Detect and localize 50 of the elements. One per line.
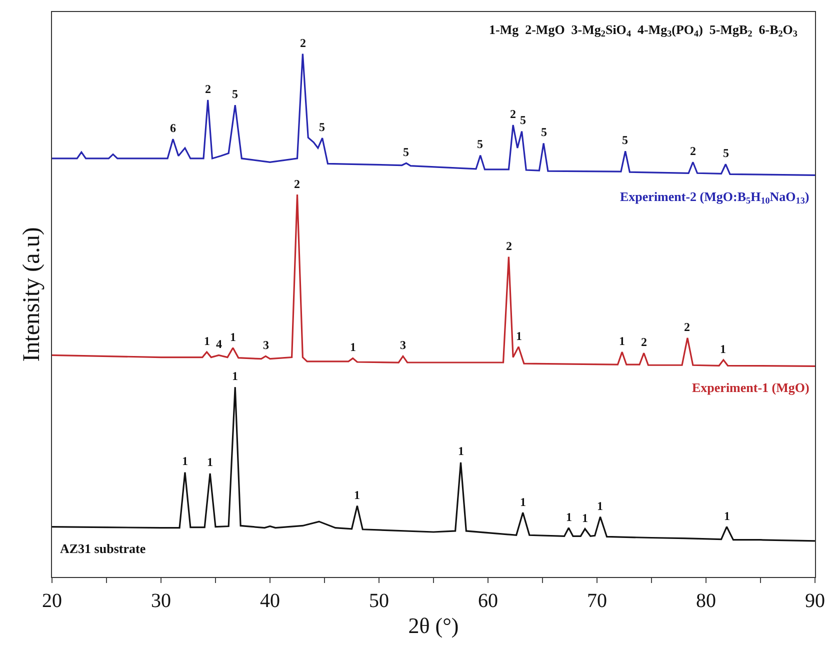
annotation: 5 bbox=[403, 145, 409, 159]
annotation: 5 bbox=[622, 133, 628, 147]
annotation: 2 bbox=[690, 144, 696, 158]
y-axis-title: Intensity (a.u) bbox=[19, 227, 46, 362]
annotation: 5 bbox=[232, 87, 238, 101]
annotation: 5 bbox=[723, 146, 729, 160]
annotation: 2 bbox=[300, 36, 306, 50]
series-label: Experiment-1 (MgO) bbox=[692, 380, 810, 395]
annotation: 4 bbox=[216, 337, 222, 351]
x-tick-label: 20 bbox=[42, 590, 62, 612]
annotation: 1 bbox=[207, 455, 213, 469]
x-tick-label: 70 bbox=[587, 590, 607, 612]
text: 1-Mg 2-MgO 3-Mg$_{2}$SiO$_{4}$ 4-Mg$_{3}$(PO$_{4}$) 5-MgB$_{2}$ 6-B$_{2}$O$_{3}$ bbox=[489, 22, 798, 39]
annotation: 1 bbox=[582, 511, 588, 525]
annotation: 1 bbox=[232, 369, 238, 383]
x-axis-title: 2θ (°) bbox=[408, 612, 459, 638]
annotation: 2 bbox=[506, 239, 512, 253]
annotation: 5 bbox=[319, 120, 325, 134]
series-label: AZ31 substrate bbox=[60, 541, 146, 556]
x-tick-label: 30 bbox=[151, 590, 171, 612]
annotation: 2 bbox=[205, 82, 211, 96]
annotation: 2 bbox=[641, 335, 647, 349]
annotation: 1 bbox=[566, 510, 572, 524]
annotation: 1 bbox=[182, 454, 188, 468]
x-tick-label: 90 bbox=[805, 590, 825, 612]
x-tick-label: 50 bbox=[369, 590, 389, 612]
annotation: 1 bbox=[724, 509, 730, 523]
annotation: 1 bbox=[204, 334, 210, 348]
x-tick-label: 80 bbox=[696, 590, 716, 612]
annotation: 5 bbox=[477, 137, 483, 151]
annotation: 1 bbox=[230, 330, 236, 344]
annotation: 2 bbox=[684, 320, 690, 334]
annotation: 1 bbox=[350, 340, 356, 354]
annotation: 1 bbox=[720, 342, 726, 356]
annotation: 1 bbox=[354, 488, 360, 502]
annotation: 2 bbox=[294, 177, 300, 191]
annotation: 3 bbox=[400, 338, 406, 352]
annotation: 5 bbox=[541, 125, 547, 139]
annotation: 6 bbox=[170, 121, 176, 135]
annotation: 5 bbox=[520, 113, 526, 127]
annotation: 1 bbox=[458, 444, 464, 458]
annotation: 1 bbox=[597, 499, 603, 513]
annotation: 1 bbox=[619, 334, 625, 348]
annotation: 1 bbox=[520, 495, 526, 509]
series-label: Experiment-2 (MgO:B$_{5}$H$_{10}$NaO$_{13}$) bbox=[620, 189, 810, 206]
annotation: 1 bbox=[516, 329, 522, 343]
x-tick-label: 40 bbox=[260, 590, 280, 612]
x-tick-label: 60 bbox=[478, 590, 498, 612]
annotation: 2 bbox=[510, 107, 516, 121]
annotation: 3 bbox=[263, 338, 269, 352]
